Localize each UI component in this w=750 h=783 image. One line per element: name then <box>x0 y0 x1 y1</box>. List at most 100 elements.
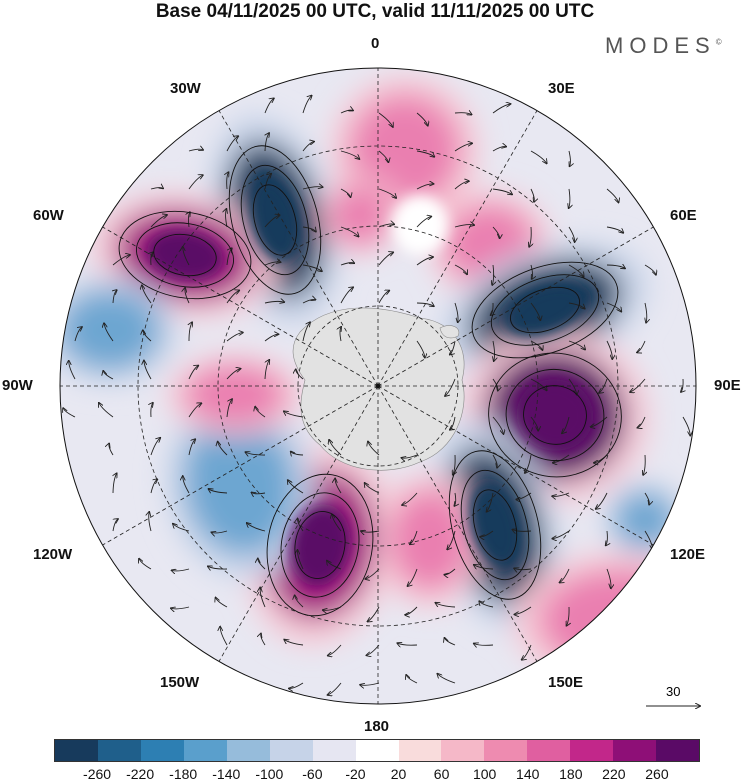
wind-vector <box>211 530 228 533</box>
contour-line <box>460 469 530 581</box>
wind-vector <box>416 257 433 266</box>
wind-vector <box>401 454 418 458</box>
contour-line <box>252 184 298 256</box>
wind-vector <box>291 452 304 455</box>
wind-vector <box>416 340 425 358</box>
colorbar-swatch <box>97 740 141 761</box>
wind-vector <box>405 606 418 615</box>
wind-vector <box>487 492 494 512</box>
contour-line <box>488 352 622 478</box>
meridian-line <box>102 385 379 546</box>
lon-label-120e: 120E <box>670 546 706 563</box>
wind-vector <box>644 264 656 275</box>
anomaly-cores <box>146 177 594 586</box>
lon-label-90w: 90W <box>2 377 33 394</box>
wind-vector <box>226 290 239 304</box>
wind-vector <box>492 226 500 238</box>
wind-vector <box>529 226 531 247</box>
wind-vector <box>302 322 310 342</box>
wind-vector <box>183 247 190 266</box>
wind-vector <box>568 340 585 350</box>
wind-vector <box>637 340 646 352</box>
wind-vector <box>378 188 396 198</box>
wind-vector <box>172 568 190 571</box>
wind-vector <box>643 454 645 475</box>
wind-vector <box>302 264 322 271</box>
map-disc <box>60 68 696 704</box>
contour-line <box>471 261 619 359</box>
wind-vector <box>447 530 456 549</box>
wind-vector <box>416 112 428 126</box>
wind-vector <box>104 323 114 342</box>
wind-vector <box>368 441 380 456</box>
wind-vector <box>378 224 394 228</box>
wind-vector <box>360 682 380 685</box>
wind-vector <box>552 492 570 496</box>
wind-vector <box>416 303 434 306</box>
wind-vector <box>450 416 456 430</box>
wind-vector <box>112 255 130 266</box>
wind-vector <box>454 113 472 115</box>
wind-vector <box>361 531 380 532</box>
meridian-line <box>377 226 654 387</box>
wind-vector <box>226 136 238 152</box>
wind-vector <box>365 568 380 579</box>
meridian-line <box>377 385 538 662</box>
anomaly-core <box>502 282 588 338</box>
wind-vector <box>445 378 456 396</box>
wind-vector <box>226 369 240 380</box>
map-boundary <box>59 67 697 705</box>
wind-vector <box>284 411 304 418</box>
wind-vector <box>637 416 646 428</box>
anomaly-blob <box>540 570 696 670</box>
meridian-line <box>102 226 379 387</box>
wind-vector <box>365 483 380 494</box>
wind-vector <box>260 588 266 608</box>
wind-vector <box>151 403 153 418</box>
wind-vector <box>491 302 493 315</box>
graticule <box>60 68 696 704</box>
wind-vector <box>492 264 493 285</box>
colorbar-tick-label: 20 <box>390 766 407 782</box>
wind-vector <box>226 209 227 228</box>
wind-vector <box>596 492 608 509</box>
wind-vector <box>329 440 342 456</box>
neutral-zone <box>392 195 448 255</box>
wind-vector <box>264 360 269 380</box>
wind-vector <box>479 601 494 608</box>
wind-vector <box>99 403 114 418</box>
colorbar-swatch <box>656 740 700 761</box>
wind-vector <box>302 187 323 190</box>
colorbar-tick-label: 260 <box>645 766 669 782</box>
brand-logo: MODES© <box>605 33 722 59</box>
wind-vector <box>185 288 190 304</box>
wind-vector <box>302 96 312 114</box>
meridian-line <box>218 110 379 387</box>
colorbar-tick-label: -220 <box>126 766 155 782</box>
wind-vector <box>265 133 269 152</box>
colorbar-swatch <box>312 740 356 761</box>
wind-vector <box>454 264 467 274</box>
wind-vector <box>569 150 570 166</box>
wind-vector <box>264 174 271 190</box>
wind-vector <box>245 452 266 455</box>
wind-vector <box>328 644 342 656</box>
wind-vector <box>525 454 532 473</box>
brand-mark: © <box>715 37 722 47</box>
colorbar-tick-label: -60 <box>302 766 323 782</box>
colorbar-tick-label: -100 <box>255 766 284 782</box>
contour-line <box>510 286 580 334</box>
wind-vector <box>402 492 418 505</box>
wind-vector <box>682 416 690 435</box>
wind-vector <box>569 188 570 208</box>
colorbar-swatch <box>570 740 614 761</box>
wind-vector <box>340 226 359 237</box>
wind-vector <box>150 438 160 456</box>
wind-vector <box>407 568 418 586</box>
wind-vector <box>302 227 316 232</box>
contour-line <box>153 233 217 277</box>
meridian-line <box>377 385 654 546</box>
wind-vector <box>366 644 380 655</box>
wind-vector <box>435 603 456 608</box>
wind-vector <box>139 559 152 570</box>
